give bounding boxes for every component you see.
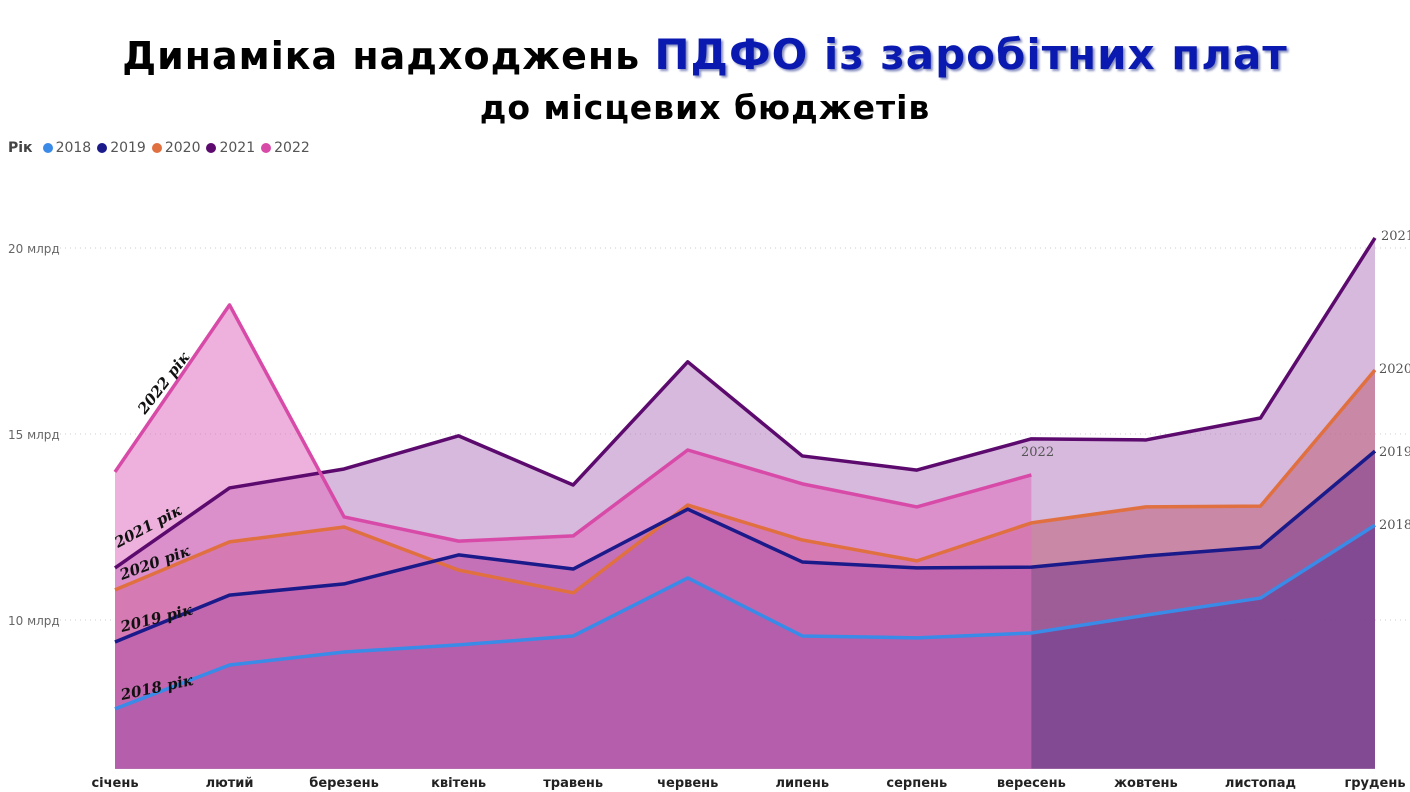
x-tick-label: лютий (206, 776, 254, 791)
line-2020 (114, 368, 1377, 595)
legend-label: 2018 (55, 140, 92, 156)
end-label: 2020 (1379, 362, 1410, 377)
x-tick-label: листопад (1225, 776, 1296, 791)
end-label: 2021 (1381, 229, 1410, 244)
x-tick-label: травень (543, 776, 603, 791)
title-highlight: ПДФО із заробітних плат (654, 30, 1288, 79)
legend-item-2020[interactable]: 2020 (151, 140, 201, 156)
legend-marker (206, 143, 217, 153)
legend-label: 2020 (164, 140, 201, 156)
legend-title: Рік (8, 140, 33, 156)
chart-subtitle: до місцевих бюджетів (479, 88, 931, 127)
end-label: 2019 (1379, 445, 1410, 460)
x-tick-label: вересень (997, 776, 1066, 791)
legend-item-2021[interactable]: 2021 (206, 140, 255, 156)
legend-marker (261, 143, 272, 153)
title-text: Динаміка надходжень (122, 34, 655, 78)
y-tick-label: 15 млрд (8, 428, 60, 442)
legend-marker (97, 143, 108, 153)
x-tick-label: червень (657, 776, 718, 791)
x-tick-label: грудень (1344, 776, 1405, 791)
legend-label: 2022 (274, 140, 310, 156)
y-tick-label: 10 млрд (8, 614, 60, 628)
end-label: 2018 (1379, 518, 1410, 533)
legend-item-2018[interactable]: 2018 (42, 140, 92, 156)
x-tick-label: квітень (431, 776, 486, 791)
x-tick-label: серпень (886, 776, 947, 791)
line-2019 (114, 449, 1377, 644)
line-2018 (114, 523, 1376, 711)
x-tick-label: липень (775, 776, 829, 791)
x-tick-label: березень (309, 776, 379, 791)
legend-label: 2021 (219, 140, 256, 156)
legend: Рік 2018 2019 2020 2021 2022 (8, 140, 310, 156)
legend-marker (42, 143, 53, 153)
end-label: 2022 (1021, 445, 1054, 460)
legend-item-2022[interactable]: 2022 (261, 140, 310, 156)
x-tick-label: січень (91, 776, 138, 791)
x-tick-label: жовтень (1114, 776, 1178, 791)
chart-title: Динаміка надходжень ПДФО із заробітних п… (0, 30, 1410, 79)
y-tick-label: 20 млрд (8, 242, 60, 256)
line-2021 (113, 237, 1377, 570)
legend-marker (151, 143, 162, 153)
legend-label: 2019 (110, 140, 146, 156)
legend-item-2019[interactable]: 2019 (97, 140, 146, 156)
